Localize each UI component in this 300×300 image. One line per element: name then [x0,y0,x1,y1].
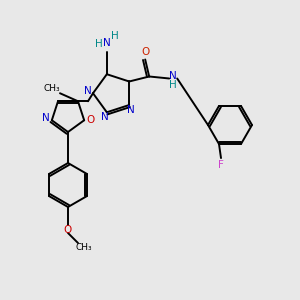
Text: H: H [95,39,103,49]
Text: O: O [141,47,149,58]
Text: N: N [101,112,109,122]
Text: N: N [103,38,111,48]
Text: N: N [84,86,92,96]
Text: H: H [169,80,177,91]
Text: O: O [86,115,94,125]
Text: N: N [169,71,177,82]
Text: N: N [42,113,50,123]
Text: N: N [127,105,135,115]
Text: CH₃: CH₃ [44,84,60,93]
Text: O: O [64,225,72,235]
Text: H: H [111,31,119,41]
Text: F: F [218,160,224,170]
Text: CH₃: CH₃ [76,242,92,251]
